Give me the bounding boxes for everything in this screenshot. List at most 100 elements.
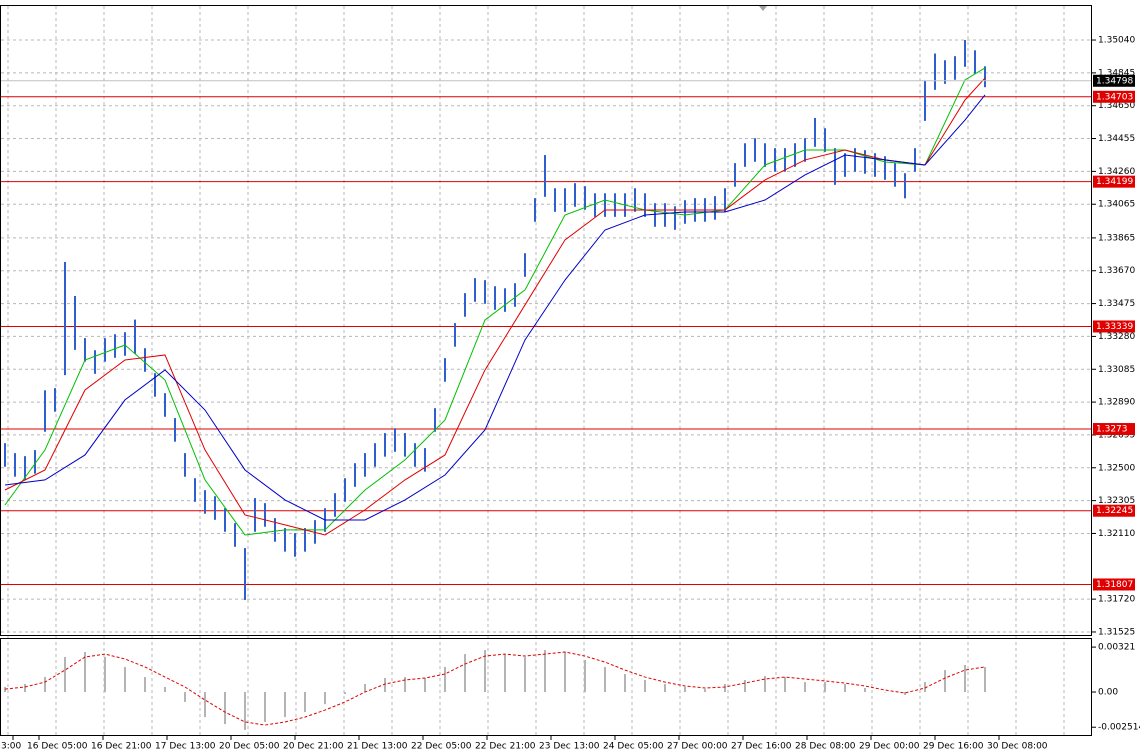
histogram-bar xyxy=(264,692,266,722)
x-tick-label: 21 Dec 13:00 xyxy=(347,742,408,752)
level-label-box xyxy=(1093,175,1135,188)
y-tick-label: 0.00321 xyxy=(1098,643,1135,653)
level-label: 1.34703 xyxy=(1096,92,1133,102)
histogram-bar xyxy=(744,679,746,693)
histogram-bar xyxy=(704,689,706,693)
level-label-box xyxy=(1093,504,1135,517)
y-tick-label: 1.34260 xyxy=(1098,167,1135,177)
histogram-bar xyxy=(204,692,206,718)
histogram-bar xyxy=(144,677,146,693)
histogram-bar xyxy=(604,666,606,693)
histogram-bar xyxy=(644,679,646,693)
histogram-bar xyxy=(444,666,446,693)
y-tick-label: 1.32500 xyxy=(1098,463,1135,473)
histogram-bar xyxy=(664,684,666,693)
level-label-box xyxy=(1093,90,1135,103)
moving-average xyxy=(4,67,986,536)
y-tick-label: 1.32695 xyxy=(1098,430,1135,440)
histogram-bar xyxy=(84,651,86,693)
main-frame xyxy=(0,5,1092,636)
x-tick-label: 23 Dec 13:00 xyxy=(539,742,600,752)
level-label: 1.32245 xyxy=(1096,506,1133,516)
level-label: 1.3273 xyxy=(1096,425,1128,435)
level-label-box xyxy=(1093,578,1135,591)
histogram-bar xyxy=(684,686,686,693)
histogram-bar xyxy=(64,657,66,693)
y-tick-label: 1.34065 xyxy=(1098,200,1135,210)
y-tick-label: 1.31525 xyxy=(1098,627,1135,637)
x-tick-label: 20 Dec 05:00 xyxy=(219,742,280,752)
histogram-bar xyxy=(564,651,566,693)
x-tick-label: 24 Dec 05:00 xyxy=(603,742,664,752)
axes: 1.35040 1.34845 1.34650 1.34455 1.34260 1.340… xyxy=(1,36,1140,752)
x-tick-label: 3:00 xyxy=(1,742,21,752)
x-tick-label: 20 Dec 21:00 xyxy=(283,742,344,752)
x-tick-label: 30 Dec 08:00 xyxy=(987,742,1048,752)
histogram-bar xyxy=(804,682,806,693)
y-tick-label: 1.32305 xyxy=(1098,496,1135,506)
histogram-bar xyxy=(544,650,546,693)
histogram-bar xyxy=(324,692,326,705)
y-tick-label: 1.32890 xyxy=(1098,398,1135,408)
y-tick-label: 1.33670 xyxy=(1098,266,1135,276)
histogram-bar xyxy=(944,670,946,693)
y-tick-label: 1.34650 xyxy=(1098,101,1135,111)
histogram-bar xyxy=(784,677,786,693)
histogram-bar xyxy=(404,677,406,693)
histogram-bar xyxy=(884,692,886,693)
x-tick-label: 22 Dec 05:00 xyxy=(411,742,472,752)
histogram-bar xyxy=(24,684,26,693)
histogram-bar xyxy=(824,682,826,693)
price-label-box xyxy=(1093,74,1135,87)
x-tick-label: 29 Dec 16:00 xyxy=(923,742,984,752)
histogram-bar xyxy=(364,684,366,693)
macd-panel xyxy=(4,650,986,730)
histogram-bar xyxy=(904,692,906,695)
histogram-bar xyxy=(624,673,626,693)
y-tick-label: 1.31720 xyxy=(1098,595,1135,605)
level-label-box xyxy=(1093,423,1135,436)
y-tick-label: 1.33085 xyxy=(1098,365,1135,375)
y-tick-label: 1.34455 xyxy=(1098,134,1135,144)
histogram-bar xyxy=(124,666,126,693)
price-label: 1.34798 xyxy=(1096,76,1133,86)
shift-marker xyxy=(759,6,767,11)
y-tick-label: 0.00 xyxy=(1098,688,1118,698)
histogram-bar xyxy=(44,677,46,693)
histogram-bar xyxy=(924,682,926,693)
x-tick-label: 22 Dec 21:00 xyxy=(475,742,536,752)
histogram-bar xyxy=(224,692,226,725)
histogram-bar xyxy=(164,686,166,693)
histogram-bar xyxy=(244,692,246,730)
histogram-bar xyxy=(864,687,866,693)
x-tick-label: 27 Dec 00:00 xyxy=(667,742,728,752)
histogram-bar xyxy=(304,692,306,713)
histogram-bar xyxy=(964,665,966,693)
histogram-bar xyxy=(584,659,586,693)
level-label: 1.33339 xyxy=(1096,322,1133,332)
histogram-bar xyxy=(284,692,286,718)
x-tick-label: 27 Dec 16:00 xyxy=(731,742,792,752)
moving-average xyxy=(4,94,986,521)
histogram-bar xyxy=(384,678,386,693)
histogram-bar xyxy=(724,684,726,693)
y-tick-label: 1.35040 xyxy=(1098,36,1135,46)
histogram-bar xyxy=(484,650,486,693)
histogram-bar xyxy=(504,654,506,693)
x-tick-label: 28 Dec 08:00 xyxy=(795,742,856,752)
x-tick-label: 16 Dec 05:00 xyxy=(27,742,88,752)
histogram-bar xyxy=(524,657,526,693)
macd-frame xyxy=(0,638,1092,736)
y-tick-label: 1.33475 xyxy=(1098,299,1135,309)
histogram-bar xyxy=(844,684,846,693)
main-panel xyxy=(0,40,1092,600)
signal-line xyxy=(4,651,986,726)
x-tick-label: 29 Dec 00:00 xyxy=(859,742,920,752)
histogram-bar xyxy=(184,692,186,702)
histogram-bar xyxy=(104,657,106,693)
y-tick-label: 1.34845 xyxy=(1098,68,1135,78)
histogram-bar xyxy=(764,676,766,693)
moving-average xyxy=(4,77,986,536)
